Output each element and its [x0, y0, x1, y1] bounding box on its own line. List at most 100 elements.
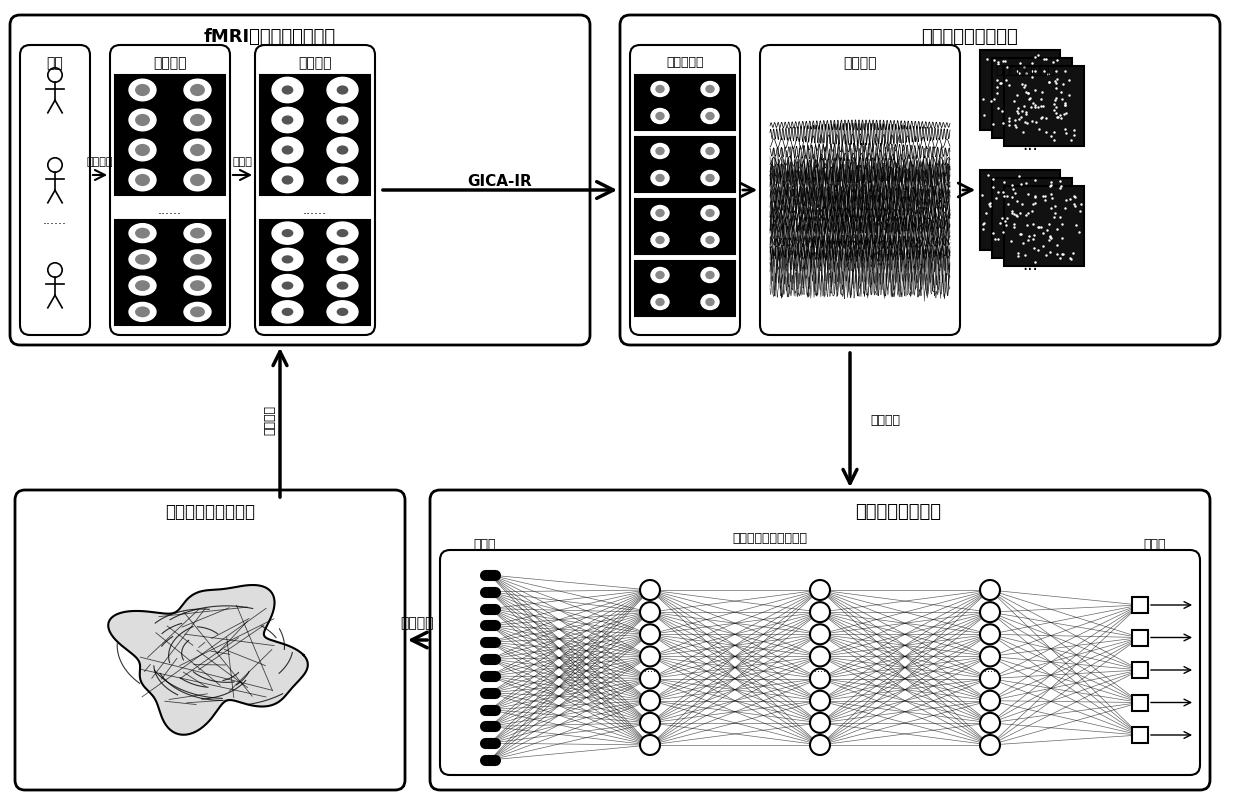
Ellipse shape — [706, 86, 714, 92]
Ellipse shape — [337, 256, 347, 262]
Ellipse shape — [327, 222, 358, 245]
Ellipse shape — [651, 267, 670, 283]
Ellipse shape — [337, 116, 347, 124]
Circle shape — [640, 735, 660, 755]
Circle shape — [640, 602, 660, 622]
Polygon shape — [108, 585, 308, 735]
Text: ......: ...... — [157, 203, 182, 216]
Ellipse shape — [184, 224, 211, 242]
Ellipse shape — [701, 232, 719, 248]
Circle shape — [640, 625, 660, 644]
Ellipse shape — [184, 139, 211, 161]
Ellipse shape — [656, 86, 663, 92]
Ellipse shape — [129, 169, 156, 191]
Ellipse shape — [656, 174, 663, 181]
Ellipse shape — [129, 109, 156, 130]
Bar — [1132, 662, 1148, 678]
Bar — [260, 75, 370, 195]
Ellipse shape — [135, 228, 149, 238]
Ellipse shape — [272, 249, 303, 271]
Ellipse shape — [129, 79, 156, 100]
Ellipse shape — [184, 276, 211, 295]
Circle shape — [980, 646, 999, 667]
Ellipse shape — [272, 108, 303, 133]
Bar — [980, 50, 1060, 130]
Ellipse shape — [651, 295, 670, 309]
Bar — [635, 199, 735, 254]
Ellipse shape — [706, 299, 714, 305]
Text: 动态功能连接矩阵: 动态功能连接矩阵 — [994, 63, 1055, 76]
Ellipse shape — [327, 249, 358, 271]
Ellipse shape — [706, 113, 714, 120]
Ellipse shape — [129, 276, 156, 295]
Text: 先验知识: 先验知识 — [263, 405, 277, 435]
Text: 输出层: 输出层 — [1143, 539, 1167, 552]
Ellipse shape — [337, 176, 347, 184]
Bar — [1004, 66, 1084, 146]
Ellipse shape — [272, 168, 303, 193]
Circle shape — [810, 735, 830, 755]
Ellipse shape — [191, 254, 205, 264]
Bar — [260, 220, 370, 325]
Ellipse shape — [706, 237, 714, 244]
Bar — [1132, 727, 1148, 743]
Ellipse shape — [283, 116, 293, 124]
FancyBboxPatch shape — [20, 45, 91, 335]
Ellipse shape — [283, 176, 293, 184]
Ellipse shape — [191, 307, 205, 317]
Circle shape — [980, 625, 999, 644]
Ellipse shape — [701, 295, 719, 309]
Ellipse shape — [656, 210, 663, 216]
Ellipse shape — [129, 139, 156, 161]
FancyBboxPatch shape — [620, 15, 1220, 345]
Text: ......: ...... — [481, 663, 498, 672]
Bar — [115, 220, 224, 325]
Bar — [992, 58, 1073, 138]
Ellipse shape — [327, 138, 358, 163]
Ellipse shape — [651, 143, 670, 159]
Text: 功能特征: 功能特征 — [870, 413, 900, 427]
Ellipse shape — [184, 250, 211, 269]
FancyBboxPatch shape — [430, 490, 1210, 790]
Circle shape — [980, 668, 999, 688]
Bar — [1132, 597, 1148, 613]
Ellipse shape — [283, 230, 293, 237]
Ellipse shape — [327, 275, 358, 296]
FancyBboxPatch shape — [110, 45, 229, 335]
Circle shape — [980, 735, 999, 755]
Ellipse shape — [272, 301, 303, 323]
Text: 输入层: 输入层 — [474, 539, 496, 552]
Ellipse shape — [701, 109, 719, 123]
Circle shape — [640, 713, 660, 733]
Ellipse shape — [135, 114, 149, 126]
Ellipse shape — [706, 147, 714, 155]
Ellipse shape — [135, 175, 149, 185]
Ellipse shape — [337, 309, 347, 315]
Ellipse shape — [135, 84, 149, 96]
Circle shape — [640, 580, 660, 600]
Ellipse shape — [184, 79, 211, 100]
Bar — [635, 75, 735, 130]
Ellipse shape — [184, 302, 211, 322]
Ellipse shape — [701, 82, 719, 96]
Bar — [115, 75, 224, 195]
Text: 动态脑功能连接分析: 动态脑功能连接分析 — [921, 28, 1018, 46]
FancyBboxPatch shape — [760, 45, 960, 335]
Text: fMRI数据采集与预处理: fMRI数据采集与预处理 — [203, 28, 336, 46]
Ellipse shape — [327, 168, 358, 193]
Ellipse shape — [656, 147, 663, 155]
Text: 聚类分析: 聚类分析 — [401, 616, 434, 630]
Text: ......: ...... — [981, 664, 999, 675]
Text: ...: ... — [484, 653, 496, 666]
Text: 预处理前: 预处理前 — [154, 56, 187, 70]
Circle shape — [810, 668, 830, 688]
Circle shape — [640, 691, 660, 710]
Text: 深度神经网络模型: 深度神经网络模型 — [856, 503, 941, 521]
Circle shape — [810, 646, 830, 667]
Ellipse shape — [706, 174, 714, 181]
Text: 数据采集: 数据采集 — [87, 157, 113, 167]
Circle shape — [980, 691, 999, 710]
Ellipse shape — [337, 282, 347, 289]
Bar — [980, 170, 1060, 250]
Ellipse shape — [327, 77, 358, 103]
